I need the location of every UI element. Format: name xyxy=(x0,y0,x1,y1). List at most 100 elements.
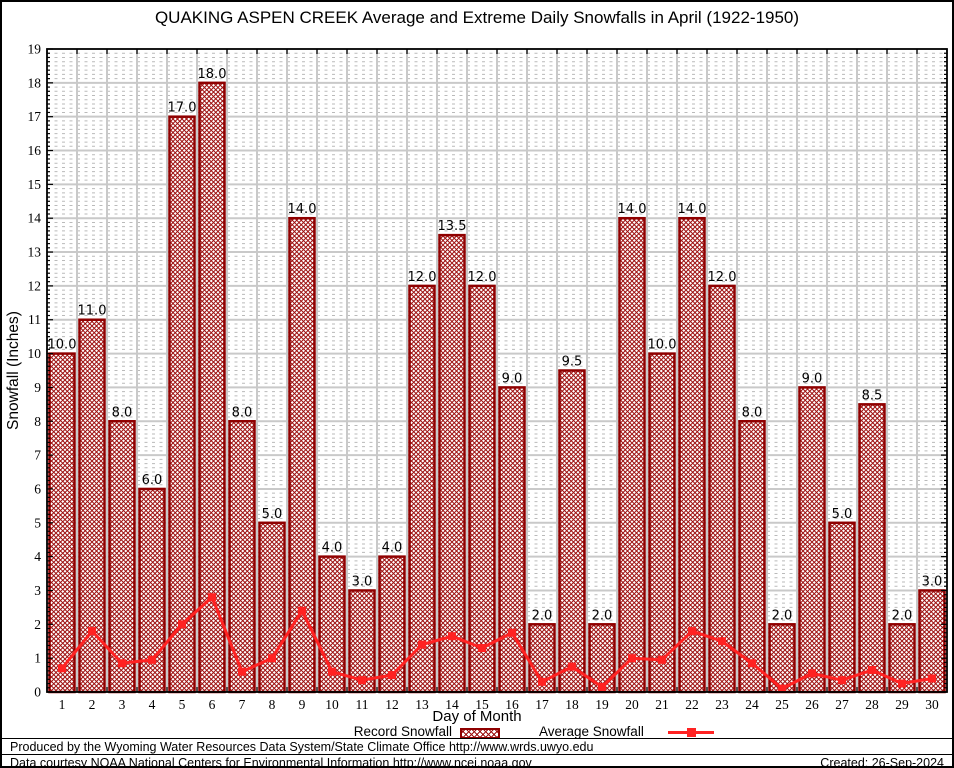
x-tick-label: 6 xyxy=(209,697,216,712)
x-tick-label: 3 xyxy=(119,697,126,712)
legend-record-snowfall-label: Record Snowfall xyxy=(353,724,452,739)
average-point-day-13 xyxy=(418,640,426,649)
record-bar-day-12 xyxy=(378,555,406,694)
bar-value-label: 17.0 xyxy=(168,101,197,116)
y-tick-label: 3 xyxy=(34,583,41,598)
bar-value-label: 2.0 xyxy=(532,608,553,623)
average-point-day-25 xyxy=(778,684,786,693)
y-tick-label: 7 xyxy=(34,448,41,463)
bar-value-label: 9.0 xyxy=(502,371,523,386)
average-snowfall-line xyxy=(60,595,933,691)
y-tick-label: 12 xyxy=(28,278,42,293)
x-tick-label: 5 xyxy=(179,697,186,712)
x-tick-label: 15 xyxy=(475,697,489,712)
x-tick-label: 25 xyxy=(775,697,789,712)
average-point-day-27 xyxy=(838,676,846,685)
record-bar-day-21 xyxy=(648,352,676,694)
x-tick-label: 12 xyxy=(385,697,399,712)
y-tick-label: 9 xyxy=(34,380,41,395)
legend-point-sample xyxy=(687,728,696,737)
average-point-day-10 xyxy=(328,667,336,676)
average-point-day-19 xyxy=(598,682,606,691)
bar-value-label: 13.5 xyxy=(438,219,467,234)
x-tick-label: 21 xyxy=(655,697,669,712)
bar-value-label: 9.0 xyxy=(802,371,823,386)
x-tick-label: 19 xyxy=(595,697,609,712)
major-vertical-gridlines xyxy=(76,49,918,692)
bar-value-label: 6.0 xyxy=(142,473,163,488)
average-point-day-12 xyxy=(388,671,396,680)
x-tick-label: 7 xyxy=(239,697,246,712)
record-bar-day-26 xyxy=(798,386,826,694)
y-tick-label: 14 xyxy=(28,211,42,226)
bar-value-label: 3.0 xyxy=(352,574,373,589)
y-tick-label: 10 xyxy=(28,346,42,361)
bar-value-label: 9.5 xyxy=(562,355,583,370)
x-tick-label: 13 xyxy=(415,697,429,712)
record-bar-day-18 xyxy=(558,369,586,694)
record-bar-day-15 xyxy=(468,284,496,694)
record-bar-day-9 xyxy=(288,216,316,694)
bar-value-label: 12.0 xyxy=(708,270,737,285)
chart-canvas: 10.011.08.06.017.018.08.05.014.04.03.04.… xyxy=(5,42,948,712)
record-bar-day-14 xyxy=(438,233,466,694)
legend-average-snowfall-label: Average Snowfall xyxy=(539,724,644,739)
bar-value-label: 11.0 xyxy=(78,304,107,319)
average-point-day-26 xyxy=(808,669,816,678)
axis-ticks xyxy=(46,48,948,693)
average-point-day-6 xyxy=(208,593,216,602)
bar-value-label: 8.5 xyxy=(862,388,883,403)
x-tick-label: 8 xyxy=(269,697,276,712)
y-tick-label: 4 xyxy=(34,549,41,564)
average-point-day-7 xyxy=(238,667,246,676)
average-snowfall-points xyxy=(58,593,936,693)
record-bar-day-8 xyxy=(258,521,286,694)
bar-value-label: 4.0 xyxy=(382,541,403,556)
average-point-day-23 xyxy=(718,637,726,646)
x-tick-label: 14 xyxy=(445,697,459,712)
y-tick-label: 1 xyxy=(34,651,41,666)
legend-average-marker xyxy=(668,727,714,738)
average-point-day-5 xyxy=(178,620,186,629)
bar-value-label: 8.0 xyxy=(742,405,763,420)
footer-separator-bottom xyxy=(2,754,952,755)
record-bar-day-28 xyxy=(858,403,886,694)
bar-value-label: 10.0 xyxy=(48,338,77,353)
bar-value-label: 12.0 xyxy=(408,270,437,285)
average-point-day-17 xyxy=(538,677,546,686)
y-tick-label: 6 xyxy=(34,481,41,496)
bar-value-label: 8.0 xyxy=(112,405,133,420)
x-tick-label: 27 xyxy=(835,697,849,712)
average-point-day-22 xyxy=(688,627,696,636)
x-tick-label: 2 xyxy=(89,697,96,712)
y-tick-label: 11 xyxy=(28,312,41,327)
average-point-day-20 xyxy=(628,654,636,663)
y-tick-label: 16 xyxy=(28,143,42,158)
bar-value-label: 5.0 xyxy=(262,507,283,522)
x-tick-label: 11 xyxy=(356,697,369,712)
record-bar-day-20 xyxy=(618,216,646,694)
average-point-day-30 xyxy=(928,674,936,683)
bar-value-label: 2.0 xyxy=(592,608,613,623)
footer-separator-top xyxy=(2,738,952,739)
y-tick-label: 18 xyxy=(28,75,42,90)
bar-value-label: 10.0 xyxy=(648,338,677,353)
y-tick-label: 8 xyxy=(34,414,41,429)
y-tick-label: 0 xyxy=(34,685,41,700)
average-point-day-2 xyxy=(88,627,96,636)
bar-value-label: 4.0 xyxy=(322,541,343,556)
x-tick-labels: 1 2 3 4 5 6 7 8 9 10 11 12 13 14 15 16 17 18 19 20 21 22 23 24 2… xyxy=(59,697,939,712)
record-bar-day-3 xyxy=(108,420,136,694)
x-tick-label: 26 xyxy=(805,697,819,712)
x-tick-label: 16 xyxy=(505,697,519,712)
x-axis-title: Day of Month xyxy=(432,708,522,725)
chart-title: QUAKING ASPEN CREEK Average and Extreme … xyxy=(154,8,800,27)
average-point-day-15 xyxy=(478,644,486,653)
x-tick-label: 17 xyxy=(535,697,549,712)
y-tick-label: 15 xyxy=(28,177,42,192)
average-point-day-9 xyxy=(298,606,306,615)
average-point-day-14 xyxy=(448,632,456,641)
average-point-day-16 xyxy=(508,628,516,637)
